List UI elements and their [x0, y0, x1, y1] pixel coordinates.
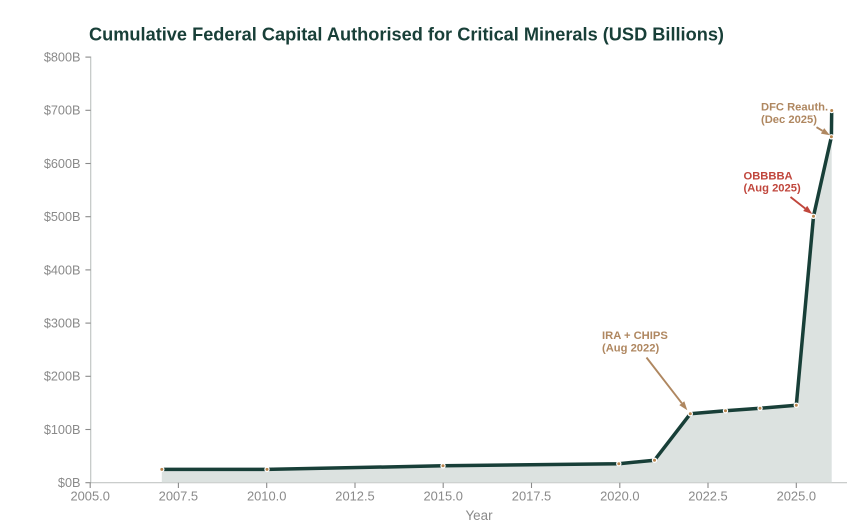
svg-text:$400B: $400B	[44, 263, 81, 277]
svg-text:(Aug 2025): (Aug 2025)	[744, 182, 801, 194]
svg-text:$200B: $200B	[44, 370, 81, 384]
svg-text:2017.5: 2017.5	[512, 489, 551, 504]
svg-text:2007.5: 2007.5	[159, 489, 198, 504]
svg-text:IRA + CHIPS: IRA + CHIPS	[602, 330, 668, 342]
svg-text:$100B: $100B	[44, 423, 81, 437]
svg-text:$800B: $800B	[44, 51, 81, 65]
svg-text:DFC Reauth.: DFC Reauth.	[761, 102, 828, 114]
svg-text:2025.0: 2025.0	[777, 489, 816, 504]
svg-text:(Dec 2025): (Dec 2025)	[761, 114, 817, 126]
svg-text:OBBBBA: OBBBBA	[744, 170, 793, 182]
svg-text:$0B: $0B	[58, 476, 81, 490]
svg-text:$300B: $300B	[44, 317, 81, 331]
svg-text:Cumulative Federal Capital Aut: Cumulative Federal Capital Authorised fo…	[89, 25, 724, 45]
svg-text:2012.5: 2012.5	[335, 489, 374, 504]
svg-text:2022.5: 2022.5	[688, 489, 727, 504]
svg-text:$600B: $600B	[44, 157, 81, 171]
svg-text:2015.0: 2015.0	[423, 489, 462, 504]
svg-text:$700B: $700B	[44, 104, 81, 118]
svg-text:2005.0: 2005.0	[70, 489, 109, 504]
svg-text:2020.0: 2020.0	[600, 489, 639, 504]
svg-text:Year: Year	[465, 508, 493, 523]
svg-text:(Aug 2022): (Aug 2022)	[602, 343, 659, 355]
svg-text:$500B: $500B	[44, 210, 81, 224]
svg-text:2010.0: 2010.0	[247, 489, 286, 504]
